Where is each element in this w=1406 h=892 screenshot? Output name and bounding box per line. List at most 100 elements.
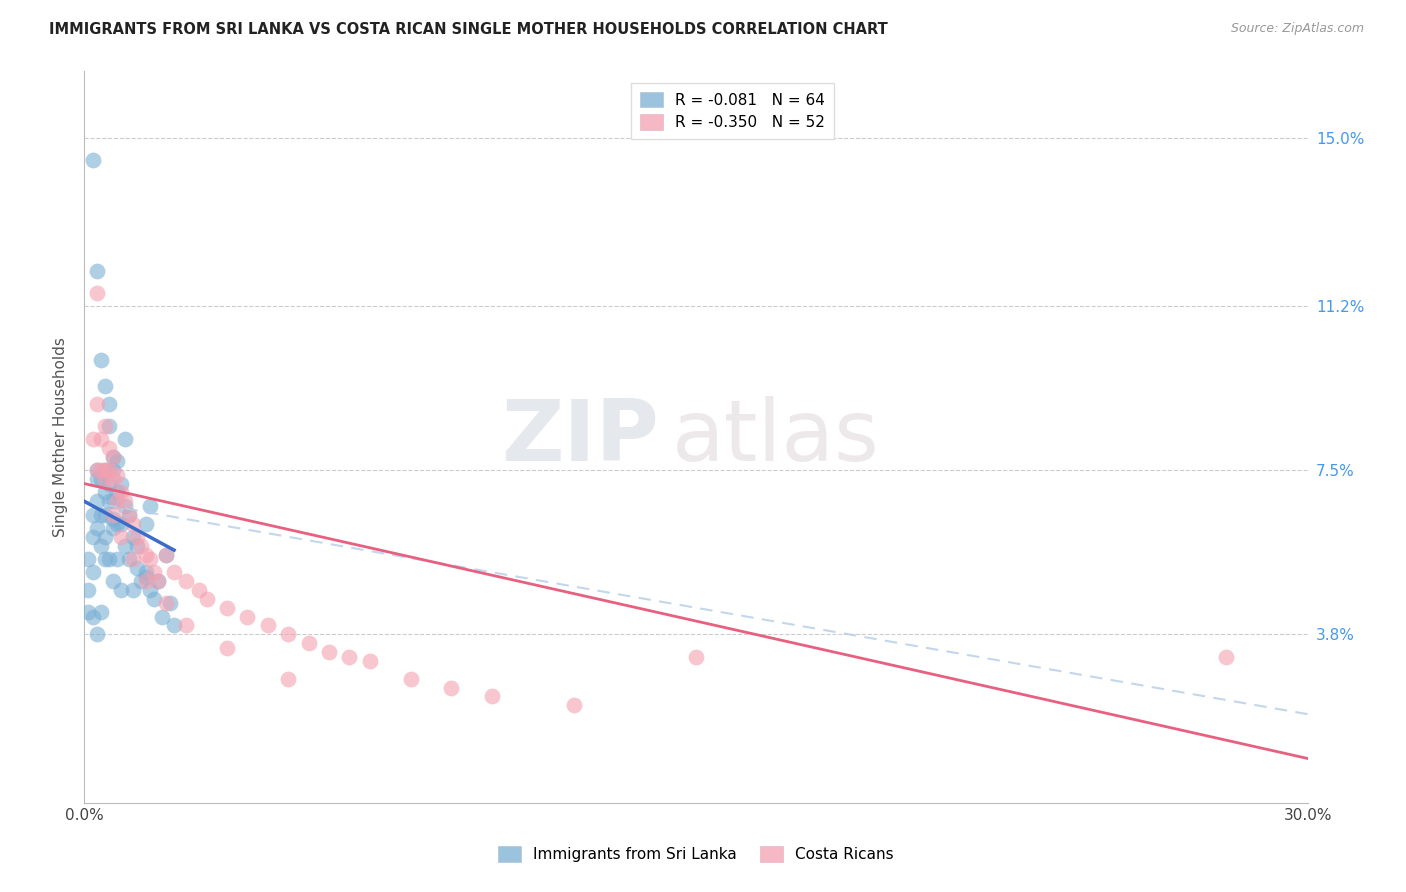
Point xyxy=(97,419,120,434)
Point xyxy=(86,521,108,535)
Point xyxy=(82,153,104,167)
Point xyxy=(114,494,136,508)
Point xyxy=(217,640,239,655)
Point xyxy=(90,352,112,367)
Point xyxy=(86,494,108,508)
Point xyxy=(217,600,239,615)
Point xyxy=(155,596,177,610)
Point xyxy=(82,566,104,580)
Point xyxy=(135,570,157,584)
Point xyxy=(93,463,115,477)
Point xyxy=(159,596,181,610)
Point xyxy=(118,508,141,522)
Y-axis label: Single Mother Households: Single Mother Households xyxy=(53,337,69,537)
Point xyxy=(163,566,186,580)
Point xyxy=(86,285,108,300)
Point xyxy=(90,539,112,553)
Point xyxy=(97,441,120,455)
Text: ZIP: ZIP xyxy=(502,395,659,479)
Point xyxy=(90,472,112,486)
Legend: Immigrants from Sri Lanka, Costa Ricans: Immigrants from Sri Lanka, Costa Ricans xyxy=(492,840,900,868)
Point xyxy=(118,552,141,566)
Point xyxy=(90,508,112,522)
Point xyxy=(138,552,160,566)
Point xyxy=(127,539,149,553)
Point xyxy=(277,627,299,641)
Point xyxy=(86,397,108,411)
Point xyxy=(90,463,112,477)
Point xyxy=(127,530,149,544)
Point xyxy=(562,698,585,713)
Point xyxy=(114,432,136,446)
Point xyxy=(105,454,128,468)
Point xyxy=(86,472,108,486)
Point xyxy=(174,618,197,632)
Point xyxy=(97,552,120,566)
Point xyxy=(142,566,165,580)
Point xyxy=(257,618,280,632)
Point xyxy=(135,574,157,589)
Point xyxy=(105,467,128,482)
Point xyxy=(93,485,115,500)
Point xyxy=(131,574,153,589)
Point xyxy=(97,463,120,477)
Point xyxy=(101,450,124,464)
Point xyxy=(93,552,115,566)
Point xyxy=(93,472,115,486)
Point xyxy=(138,499,160,513)
Point xyxy=(110,530,132,544)
Point xyxy=(481,690,503,704)
Point xyxy=(359,654,381,668)
Point xyxy=(105,516,128,531)
Point xyxy=(105,552,128,566)
Point xyxy=(131,539,153,553)
Point xyxy=(77,582,100,597)
Point xyxy=(122,552,145,566)
Point xyxy=(277,672,299,686)
Point xyxy=(97,476,120,491)
Point xyxy=(101,508,124,522)
Point xyxy=(86,264,108,278)
Point xyxy=(195,591,218,606)
Point xyxy=(86,463,108,477)
Point xyxy=(86,627,108,641)
Point xyxy=(110,582,132,597)
Point xyxy=(298,636,321,650)
Point xyxy=(163,618,186,632)
Point xyxy=(155,548,177,562)
Point xyxy=(101,574,124,589)
Point xyxy=(77,605,100,619)
Point xyxy=(101,450,124,464)
Point xyxy=(122,516,145,531)
Point xyxy=(82,530,104,544)
Point xyxy=(122,582,145,597)
Point xyxy=(118,508,141,522)
Point xyxy=(110,516,132,531)
Point xyxy=(82,432,104,446)
Point xyxy=(146,574,169,589)
Point xyxy=(86,463,108,477)
Point xyxy=(187,582,209,597)
Point xyxy=(93,508,115,522)
Point xyxy=(318,645,340,659)
Point xyxy=(101,463,124,477)
Point xyxy=(93,419,115,434)
Point xyxy=(101,512,124,526)
Point xyxy=(142,591,165,606)
Point xyxy=(93,379,115,393)
Point xyxy=(135,566,157,580)
Point xyxy=(138,582,160,597)
Point xyxy=(105,494,128,508)
Text: atlas: atlas xyxy=(672,395,880,479)
Point xyxy=(93,530,115,544)
Point xyxy=(93,463,115,477)
Point xyxy=(236,609,259,624)
Point xyxy=(114,499,136,513)
Point xyxy=(155,548,177,562)
Point xyxy=(101,472,124,486)
Point xyxy=(110,485,132,500)
Point xyxy=(101,494,124,508)
Point xyxy=(122,530,145,544)
Point xyxy=(399,672,422,686)
Text: Source: ZipAtlas.com: Source: ZipAtlas.com xyxy=(1230,22,1364,36)
